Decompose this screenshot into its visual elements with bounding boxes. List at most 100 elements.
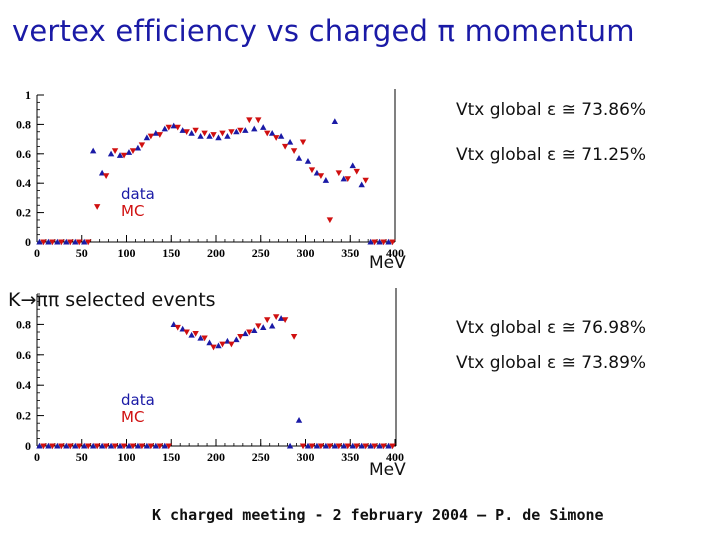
- chart2-mc-point: [353, 443, 360, 450]
- page-title: vertex efficiency vs charged π momentum: [12, 14, 635, 48]
- chart2-mc-point: [174, 324, 181, 331]
- chart2-mc-point: [183, 329, 190, 336]
- chart2-data-point: [63, 442, 70, 449]
- chart1-data-point: [116, 152, 124, 158]
- chart2-mc-point: [120, 443, 128, 450]
- chart2-data-point: [197, 334, 204, 341]
- chart1-data-point: [81, 238, 88, 245]
- chart2-mc-point: [49, 443, 56, 450]
- chart1-data-point: [170, 122, 177, 129]
- chart1-mc-point: [147, 133, 155, 140]
- chart2-data-point: [358, 442, 365, 449]
- chart2-mc-point: [246, 329, 253, 336]
- chart2-data-point: [295, 416, 303, 423]
- chart1-data-point: [376, 238, 383, 245]
- chart2-mc-point: [219, 341, 226, 348]
- chart1-y-tick-label: 1: [25, 88, 31, 102]
- chart1-data-point: [242, 127, 249, 133]
- chart1-data-point: [206, 132, 213, 139]
- chart2-data-point: [161, 442, 168, 449]
- chart1-x-tick-label: 100: [118, 246, 136, 260]
- chart1-data-point: [179, 127, 186, 133]
- chart1-data-point: [233, 128, 240, 135]
- chart2-x-tick-label: 50: [76, 450, 88, 464]
- chart2-data-point: [72, 442, 79, 449]
- chart2-x-tick-label: 100: [118, 450, 136, 464]
- chart1-data-point: [36, 238, 43, 245]
- chart1-data-point: [224, 132, 231, 139]
- chart1-mc-point: [308, 167, 316, 174]
- chart2-data-point: [89, 442, 97, 449]
- chart1-data-point: [322, 177, 330, 183]
- chart2-mc-point: [371, 443, 378, 450]
- chart2-data-point: [215, 342, 222, 349]
- chart2-data-point: [206, 339, 213, 346]
- footer: K charged meeting - 2 february 2004 – P.…: [152, 506, 604, 524]
- chart1-data-point: [152, 130, 160, 136]
- chart1-annotation-1: Vtx global ε ≅ 73.86%: [456, 100, 647, 120]
- chart1-data-point: [385, 238, 392, 245]
- chart1-data-point: [161, 125, 168, 132]
- chart2-mc-point: [138, 443, 146, 450]
- chart2-data-point: [286, 442, 294, 449]
- section-subtitle: K→ππ selected events: [8, 289, 216, 311]
- chart1-y-tick-label: 0.2: [16, 206, 31, 220]
- chart2-data-point: [260, 324, 267, 330]
- chart1-mc-point: [67, 239, 74, 246]
- chart2-mc-point: [129, 443, 137, 450]
- chart2-data-point: [36, 442, 43, 449]
- chart2-data-point: [45, 442, 52, 449]
- chart2-annotation-2: Vtx global ε ≅ 73.89%: [456, 353, 647, 373]
- chart1-mc-point: [85, 239, 92, 246]
- chart2-legend-mc: MC: [121, 408, 145, 426]
- chart1-mc-point: [111, 148, 119, 155]
- chart1-data-point: [143, 134, 151, 141]
- chart1-x-tick-label: 400: [386, 246, 404, 260]
- chart2-x-unit: MeV: [369, 460, 406, 480]
- chart2-mc-point: [389, 443, 396, 450]
- chart1-data-point: [349, 162, 356, 169]
- chart2-data-point: [54, 442, 61, 449]
- chart2-mc-point: [192, 330, 199, 337]
- chart2-mc-point: [102, 443, 110, 450]
- chart2-data-point: [134, 442, 142, 449]
- chart1-data-point: [268, 130, 276, 136]
- chart2-mc-point: [76, 443, 83, 450]
- chart1-data-point: [304, 157, 312, 164]
- chart1-data-point: [340, 175, 347, 182]
- chart2-data-point: [331, 442, 339, 449]
- chart2-annotation-1: Vtx global ε ≅ 76.98%: [456, 318, 647, 338]
- chart1-data-point: [125, 149, 133, 155]
- chart2-data-point: [340, 442, 347, 449]
- chart2-mc-point: [147, 443, 155, 450]
- chart1-x-tick-label: 350: [341, 246, 359, 260]
- chart1-data-point: [277, 132, 285, 139]
- chart1-data-point: [358, 181, 365, 188]
- chart2-mc-point: [299, 443, 307, 450]
- chart2-data-point: [242, 330, 249, 337]
- chart2-data-point: [385, 442, 392, 449]
- chart1-x-tick-label: 250: [252, 246, 270, 260]
- chart1-mc-point: [362, 177, 369, 184]
- chart2-legend-data: data: [121, 391, 155, 409]
- chart2-mc-point: [228, 341, 235, 348]
- chart2-data-point: [268, 322, 276, 329]
- chart2-data-point: [107, 442, 115, 449]
- chart2-y-tick-label: 0.6: [16, 348, 31, 362]
- chart2-mc-point: [210, 344, 217, 351]
- chart1-mc-point: [264, 130, 271, 137]
- chart1-mc-point: [353, 168, 360, 175]
- chart2-mc-point: [281, 317, 289, 324]
- chart1-y-tick-label: 0: [25, 235, 31, 249]
- chart1-x-unit: MeV: [369, 253, 406, 273]
- chart1-data-point: [215, 134, 222, 141]
- chart1-mc-point: [272, 135, 280, 141]
- chart1-data-point: [54, 238, 61, 245]
- chart1-data-point: [134, 144, 142, 151]
- chart2-data-point: [98, 442, 106, 449]
- chart2-x-tick-label: 150: [162, 450, 180, 464]
- chart1-data-point: [331, 118, 339, 125]
- chart1-mc-point: [380, 239, 387, 246]
- chart1-data-point: [45, 238, 52, 245]
